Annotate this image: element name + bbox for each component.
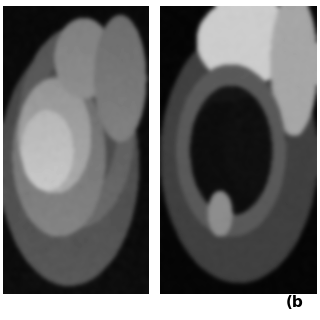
Text: (b: (b [285,295,303,310]
